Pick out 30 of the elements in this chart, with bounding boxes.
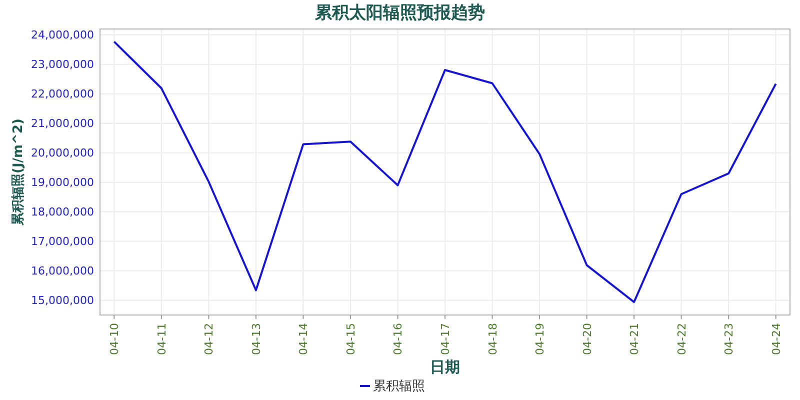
y-tick-label: 22,000,000 (31, 88, 94, 101)
y-tick-label: 17,000,000 (31, 235, 94, 248)
x-tick-label: 04-19 (534, 323, 547, 355)
x-tick-label: 04-17 (439, 323, 452, 355)
x-tick-label: 04-13 (250, 323, 263, 355)
y-tick-label: 20,000,000 (31, 146, 94, 160)
x-tick-label: 04-10 (108, 323, 122, 355)
y-tick-label: 21,000,000 (31, 117, 94, 130)
y-tick-label: 19,000,000 (31, 176, 94, 190)
chart-title: 累积太阳辐照预报趋势 (314, 3, 485, 23)
x-tick-label: 04-16 (392, 323, 405, 355)
y-tick-label: 16,000,000 (31, 264, 94, 278)
legend-label: 累积辐照 (373, 379, 425, 394)
x-axis-title: 日期 (430, 358, 460, 376)
y-tick-label: 18,000,000 (31, 206, 94, 219)
y-tick-label: 24,000,000 (31, 28, 94, 42)
x-tick-label: 04-23 (722, 323, 736, 355)
x-tick-label: 04-11 (155, 323, 168, 355)
x-tick-label: 04-24 (770, 323, 783, 355)
line-series (113, 40, 777, 304)
y-tick-label: 23,000,000 (31, 58, 94, 72)
x-tick-label: 04-15 (344, 323, 358, 355)
y-tick-label: 15,000,000 (31, 294, 94, 308)
x-tick-label: 04-20 (580, 323, 594, 355)
y-axis-title: 累积辐照(J/m^2) (11, 118, 26, 226)
x-tick-label: 04-22 (675, 323, 688, 355)
x-tick-label: 04-12 (202, 323, 216, 355)
x-tick-label: 04-14 (297, 323, 310, 355)
x-tick-label: 04-18 (486, 323, 500, 355)
x-tick-label: 04-21 (628, 323, 642, 355)
